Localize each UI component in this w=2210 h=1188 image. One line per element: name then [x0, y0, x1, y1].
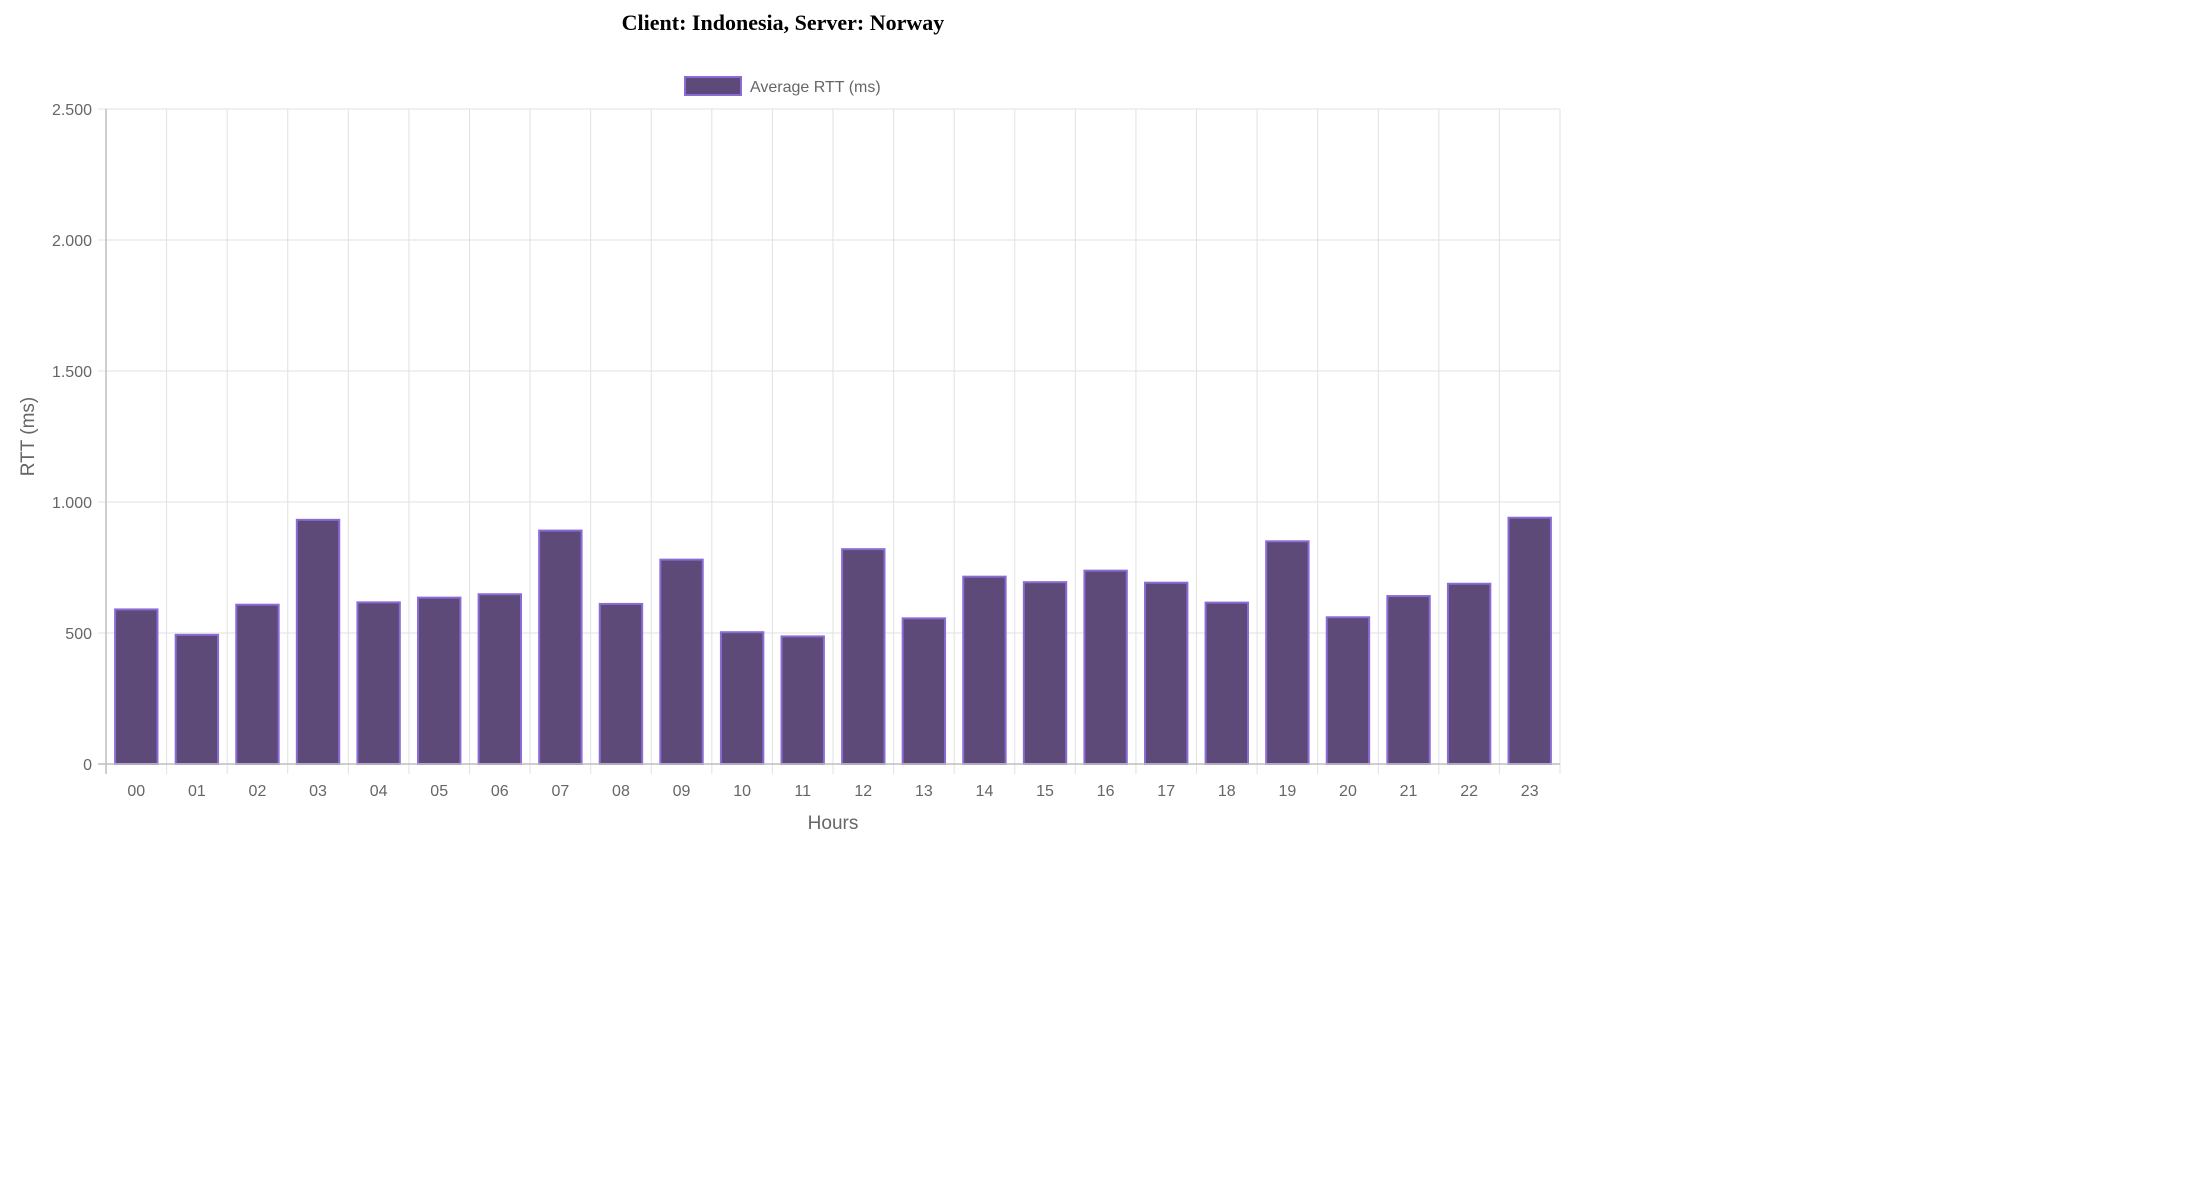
bar-04[interactable]	[356, 601, 401, 766]
y-tick-label: 1.500	[52, 364, 92, 381]
bar-09[interactable]	[659, 558, 704, 766]
x-tick-label: 13	[915, 783, 933, 800]
x-tick-label: 10	[733, 783, 751, 800]
x-tick-label: 03	[309, 783, 327, 800]
bar-08[interactable]	[598, 602, 644, 766]
y-tick-label: 2.000	[52, 233, 92, 250]
x-tick-label: 16	[1097, 783, 1115, 800]
x-tick-label: 02	[249, 783, 267, 800]
x-tick-label: 09	[673, 783, 691, 800]
x-tick-label: 17	[1157, 783, 1175, 800]
x-tick-label: 22	[1460, 783, 1478, 800]
bar-23[interactable]	[1507, 516, 1552, 765]
axes	[98, 109, 1560, 774]
x-tick-label: 15	[1036, 783, 1054, 800]
bar-06[interactable]	[477, 593, 522, 765]
x-tick-label: 19	[1278, 783, 1296, 800]
x-axis-title: Hours	[808, 813, 859, 834]
y-axis-title: RTT (ms)	[18, 397, 39, 477]
x-tick-label: 21	[1400, 783, 1418, 800]
chart-title: Client: Indonesia, Server: Norway	[621, 10, 945, 35]
x-tick-label: 04	[370, 783, 388, 800]
x-tick-label: 01	[188, 783, 206, 800]
legend[interactable]: Average RTT (ms)	[684, 76, 881, 96]
grid-lines	[98, 108, 1561, 774]
x-tick-label: 06	[491, 783, 509, 800]
x-tick-label: 07	[551, 783, 569, 800]
bar-05[interactable]	[417, 596, 462, 765]
bar-14[interactable]	[962, 575, 1007, 765]
y-tick-label: 1.000	[52, 495, 92, 512]
x-tick-label: 05	[430, 783, 448, 800]
bar-15[interactable]	[1022, 581, 1068, 765]
bar-12[interactable]	[841, 548, 886, 765]
bar-19[interactable]	[1265, 540, 1310, 765]
bar-22[interactable]	[1446, 582, 1492, 766]
legend-swatch[interactable]	[684, 76, 742, 96]
x-tick-label: 08	[612, 783, 630, 800]
bar-00[interactable]	[114, 608, 159, 765]
x-tick-label: 00	[127, 783, 145, 800]
x-tick-label: 12	[854, 783, 872, 800]
x-tick-label: 20	[1339, 783, 1357, 800]
bar-18[interactable]	[1204, 601, 1249, 765]
bar-13[interactable]	[901, 617, 947, 765]
bar-20[interactable]	[1325, 616, 1371, 766]
x-tick-label: 14	[976, 783, 994, 800]
bar-21[interactable]	[1386, 595, 1431, 765]
bar-11[interactable]	[780, 635, 825, 766]
legend-label[interactable]: Average RTT (ms)	[750, 79, 881, 96]
bar-03[interactable]	[295, 518, 341, 765]
x-tick-label: 18	[1218, 783, 1236, 800]
bar-chart: 0 500 1.000 1.500 2.000 2.500 00 01 02 03 04 05 06 07…	[18, 76, 1561, 834]
tick-labels: 0 500 1.000 1.500 2.000 2.500 00 01 02 03 04 05 06 07…	[52, 102, 1539, 800]
bar-01[interactable]	[174, 633, 220, 765]
bar-17[interactable]	[1144, 581, 1189, 765]
y-tick-label: 500	[65, 626, 92, 643]
x-tick-label: 23	[1521, 783, 1539, 800]
bar-07[interactable]	[538, 529, 583, 765]
bar-10[interactable]	[719, 631, 765, 765]
bar-02[interactable]	[235, 603, 280, 765]
x-tick-label: 11	[794, 783, 811, 800]
y-tick-label: 0	[83, 757, 92, 774]
y-tick-label: 2.500	[52, 102, 92, 119]
bar-16[interactable]	[1083, 569, 1128, 765]
